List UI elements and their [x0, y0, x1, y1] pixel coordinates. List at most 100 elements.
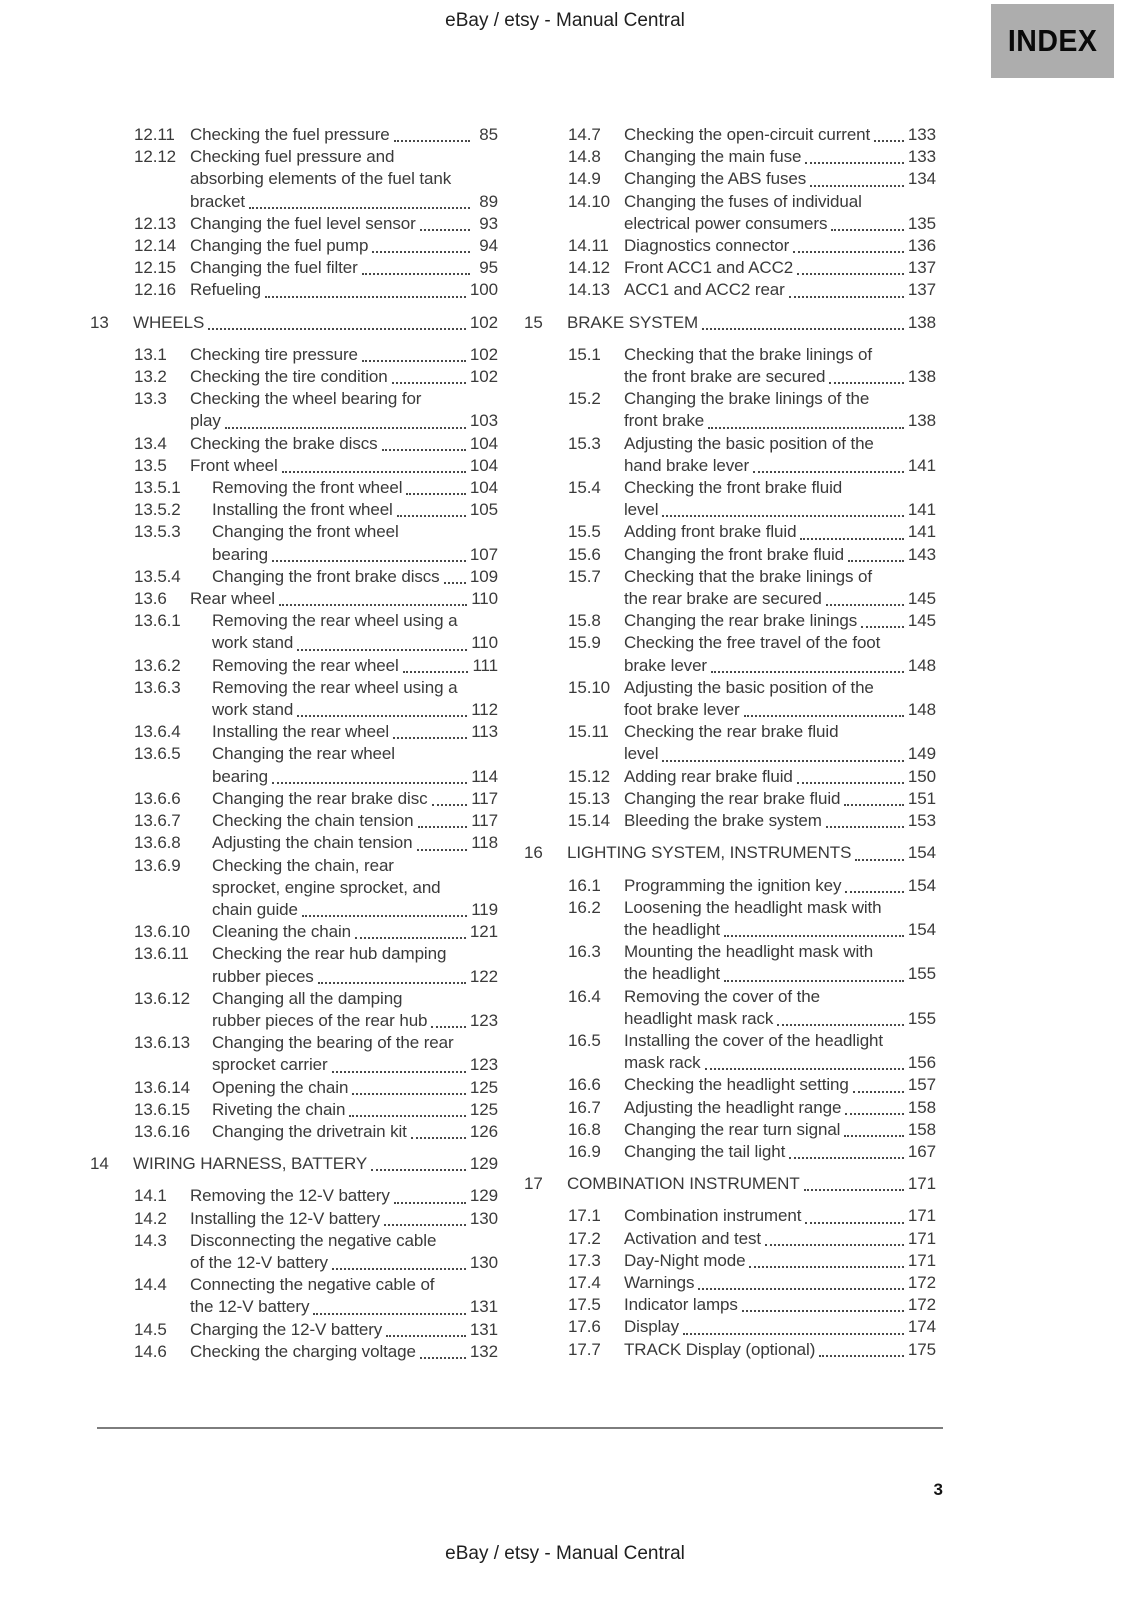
entry-last-line: Warnings 172 [624, 1272, 936, 1294]
entry-body: Cleaning the chain 121 [212, 921, 498, 943]
entry-title-line: Bleeding the brake system [624, 811, 822, 831]
toc-entry: 16.8 Changing the rear turn signal 158 [568, 1119, 936, 1141]
footer-title: eBay / etsy - Manual Central [445, 1543, 685, 1564]
entry-last-line: Adjusting the headlight range 158 [624, 1097, 936, 1119]
toc-entry: 13.6 Rear wheel 110 [134, 588, 498, 610]
entry-number: 14.10 [568, 191, 611, 211]
entry-body: Rear wheel 110 [190, 588, 498, 610]
toc-entry: 12.16 Refueling 100 [134, 279, 498, 301]
dotted-leader [861, 626, 904, 629]
dotted-leader [825, 604, 904, 607]
entry-number: 14.8 [568, 147, 601, 167]
entry-page-number: 119 [471, 899, 498, 919]
entry-last-line: Installing the rear wheel 113 [212, 721, 498, 743]
entry-page-number: 150 [907, 766, 936, 786]
dotted-leader [765, 1243, 904, 1246]
entry-title-line: Disconnecting the negative cable [190, 1230, 437, 1250]
entry-title-line: Day-Night mode [624, 1250, 746, 1270]
entry-title-line: Changing all the damping [212, 988, 403, 1008]
dotted-leader [331, 1070, 466, 1073]
toc-entry: 14.10 Changing the fuses of individual ele… [568, 191, 936, 235]
entry-title-line: COMBINATION INSTRUMENT [567, 1174, 800, 1194]
entry-title-line: WHEELS [133, 312, 205, 332]
entry-title-line: Changing the drivetrain kit [212, 1121, 407, 1141]
index-badge: INDEX [991, 4, 1114, 78]
dotted-leader [272, 781, 468, 784]
entry-page-number: 141 [907, 455, 936, 475]
entry-page-number: 158 [907, 1097, 936, 1117]
dotted-leader [402, 670, 469, 673]
toc-entry: 13.6.11 Checking the rear hub damping rubb… [134, 943, 498, 987]
entry-title-line: Removing the front wheel [212, 478, 403, 498]
toc-entry: 15.8 Changing the rear brake linings 145 [568, 610, 936, 632]
dotted-leader [845, 1112, 904, 1115]
entry-last-line: hand brake lever 141 [624, 455, 936, 477]
entry-title-line: Removing the 12-V battery [190, 1186, 390, 1206]
entry-title-line: Diagnostics connector [624, 236, 790, 256]
toc-entry: 16.1 Programming the ignition key 154 [568, 875, 936, 897]
entry-title-line: Display [624, 1317, 680, 1337]
entry-title-line: Checking that the brake linings of [624, 566, 872, 586]
dotted-leader [796, 781, 904, 784]
entry-title-line: bearing [212, 544, 269, 564]
dotted-leader [281, 471, 466, 474]
entry-number: 14.11 [568, 236, 609, 256]
toc-entry: 14.13 ACC1 and ACC2 rear 137 [568, 279, 936, 301]
entry-number: 13.6.1 [134, 611, 181, 631]
entry-number: 13.6.9 [134, 855, 181, 875]
toc-entry: 12.12 Checking fuel pressure and absorbing… [134, 146, 498, 213]
toc-entry: 15.14 Bleeding the brake system 153 [568, 810, 936, 832]
entry-body: Changing the tail light 167 [624, 1141, 936, 1163]
dotted-leader [704, 1068, 904, 1071]
toc-entry: 16.2 Loosening the headlight mask with the… [568, 897, 936, 941]
entry-page-number: 93 [479, 213, 498, 233]
entry-page-number: 171 [907, 1174, 936, 1194]
page-number: 3 [933, 1480, 943, 1499]
dotted-leader [803, 1189, 904, 1192]
dotted-leader [789, 1157, 904, 1160]
entry-body: Checking the open-circuit current 133 [624, 124, 936, 146]
entry-number: 13.6.11 [134, 944, 189, 964]
entry-title-line: Changing the fuel pump [190, 236, 369, 256]
entry-page-number: 138 [907, 411, 936, 431]
entry-last-line: Checking the fuel pressure 85 [190, 124, 498, 146]
dotted-leader [831, 229, 904, 232]
dotted-leader [797, 273, 904, 276]
entry-last-line: rubber pieces of the rear hub 123 [212, 1010, 498, 1032]
entry-title-line: Removing the rear wheel using a [212, 611, 458, 631]
dotted-leader [800, 537, 904, 540]
entry-number: 16.1 [568, 875, 601, 895]
dotted-leader [384, 1223, 466, 1226]
entry-title-line: Changing the rear brake fluid [624, 788, 841, 808]
entry-body: Removing the rear wheel using a work stan… [212, 677, 498, 721]
entry-title-line: rubber pieces [212, 966, 314, 986]
entry-number: 17.5 [568, 1295, 601, 1315]
entry-title-line: Combination instrument [624, 1206, 802, 1226]
toc-entry: 13.5.4 Changing the front brake discs 109 [134, 566, 498, 588]
entry-body: Loosening the headlight mask with the hea… [624, 897, 936, 941]
entry-number: 14.9 [568, 169, 601, 189]
entry-number: 13.6.6 [134, 788, 181, 808]
entry-title-line: BRAKE SYSTEM [567, 312, 699, 332]
entry-number: 15.3 [568, 433, 601, 453]
dotted-leader [419, 229, 470, 232]
dotted-leader [386, 1334, 466, 1337]
toc-entry: 16.3 Mounting the headlight mask with the … [568, 941, 936, 985]
entry-number: 15.4 [568, 478, 601, 498]
entry-number: 13.6.16 [134, 1121, 191, 1141]
entry-body: Checking the tire condition 102 [190, 366, 498, 388]
entry-title-line: Checking the free travel of the foot [624, 633, 881, 653]
entry-number: 13.6.3 [134, 677, 181, 697]
toc-entry: 15.5 Adding front brake fluid 141 [568, 521, 936, 543]
toc-entry: 13.5.2 Installing the front wheel 105 [134, 499, 498, 521]
toc-entry: 13.6.6 Changing the rear brake disc 117 [134, 788, 498, 810]
entry-body: Checking the rear hub damping rubber piec… [212, 943, 498, 987]
dotted-leader [393, 737, 468, 740]
entry-number: 15.2 [568, 389, 601, 409]
dotted-leader [249, 206, 470, 209]
toc-entry: 17.4 Warnings 172 [568, 1272, 936, 1294]
entry-last-line: of the 12-V battery 130 [190, 1252, 498, 1274]
entry-page-number: 171 [907, 1250, 936, 1270]
entry-title-line: Refueling [190, 280, 261, 300]
entry-body: Changing the ABS fuses 134 [624, 168, 936, 190]
